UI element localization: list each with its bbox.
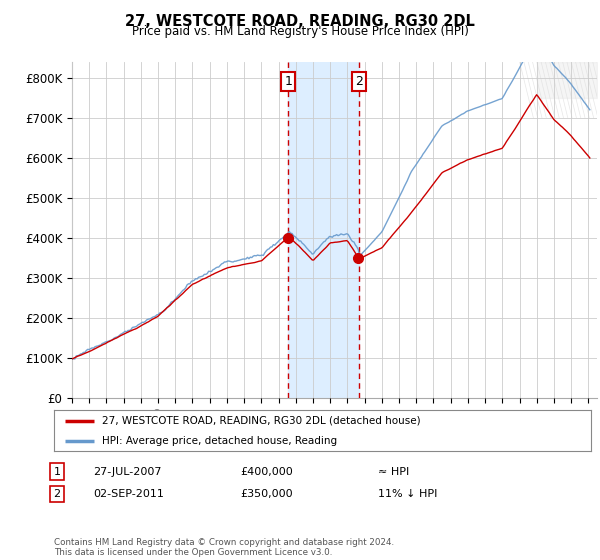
Text: 27-JUL-2007: 27-JUL-2007 — [93, 466, 161, 477]
Bar — [289, 62, 359, 398]
Text: 2: 2 — [355, 75, 363, 88]
Text: 1: 1 — [53, 466, 61, 477]
Text: £400,000: £400,000 — [240, 466, 293, 477]
Text: Price paid vs. HM Land Registry's House Price Index (HPI): Price paid vs. HM Land Registry's House … — [131, 25, 469, 38]
Text: 02-SEP-2011: 02-SEP-2011 — [93, 489, 164, 499]
Text: ≈ HPI: ≈ HPI — [378, 466, 409, 477]
Text: 2: 2 — [53, 489, 61, 499]
Text: 1: 1 — [284, 75, 292, 88]
Text: HPI: Average price, detached house, Reading: HPI: Average price, detached house, Read… — [103, 436, 337, 446]
Text: Contains HM Land Registry data © Crown copyright and database right 2024.
This d: Contains HM Land Registry data © Crown c… — [54, 538, 394, 557]
Text: 11% ↓ HPI: 11% ↓ HPI — [378, 489, 437, 499]
Text: 27, WESTCOTE ROAD, READING, RG30 2DL (detached house): 27, WESTCOTE ROAD, READING, RG30 2DL (de… — [103, 416, 421, 426]
Text: 27, WESTCOTE ROAD, READING, RG30 2DL: 27, WESTCOTE ROAD, READING, RG30 2DL — [125, 14, 475, 29]
Text: £350,000: £350,000 — [240, 489, 293, 499]
